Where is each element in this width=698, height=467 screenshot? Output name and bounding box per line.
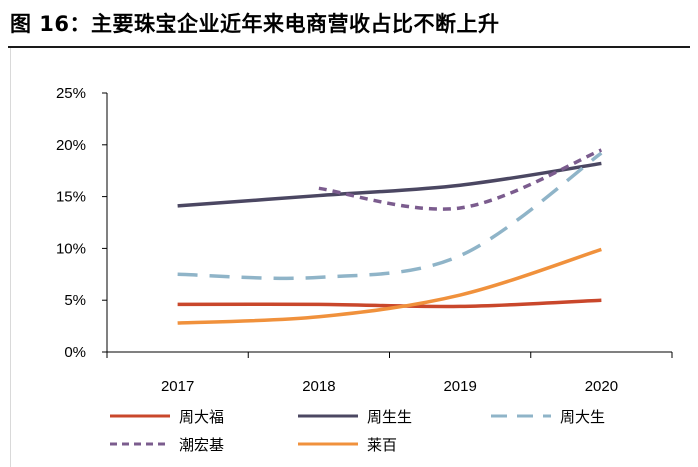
series-line-1 — [177, 298, 602, 309]
series-lines — [177, 148, 603, 325]
left-border — [10, 48, 11, 467]
chart-axes: 0% 5% 10% 15% 20% 25% 2017 2018 2019 2020 — [56, 85, 673, 395]
y-tick-label: 5% — [64, 292, 86, 309]
x-tick-label: 2018 — [302, 378, 335, 395]
series-line-4 — [318, 148, 603, 211]
title-underline — [8, 46, 690, 48]
legend-label: 周大福 — [179, 408, 224, 426]
x-tick-label: 2019 — [443, 378, 476, 395]
series-line-3 — [177, 151, 603, 281]
y-tick-label: 0% — [64, 344, 86, 361]
y-tick-label: 20% — [56, 137, 86, 154]
legend-label: 莱百 — [367, 436, 397, 454]
chart-title: 图 16：主要珠宝企业近年来电商营收占比不断上升 — [10, 12, 500, 36]
y-tick-label: 15% — [56, 189, 86, 206]
y-tick-label: 10% — [56, 240, 86, 257]
x-tick-label: 2020 — [585, 378, 618, 395]
series-line-5 — [177, 247, 602, 325]
legend-label: 周大生 — [560, 408, 605, 426]
legend-label: 潮宏基 — [179, 436, 224, 454]
series-line-2 — [177, 161, 602, 208]
y-tick-label: 25% — [56, 85, 86, 102]
legend-label: 周生生 — [367, 408, 412, 426]
x-tick-label: 2017 — [161, 378, 194, 395]
